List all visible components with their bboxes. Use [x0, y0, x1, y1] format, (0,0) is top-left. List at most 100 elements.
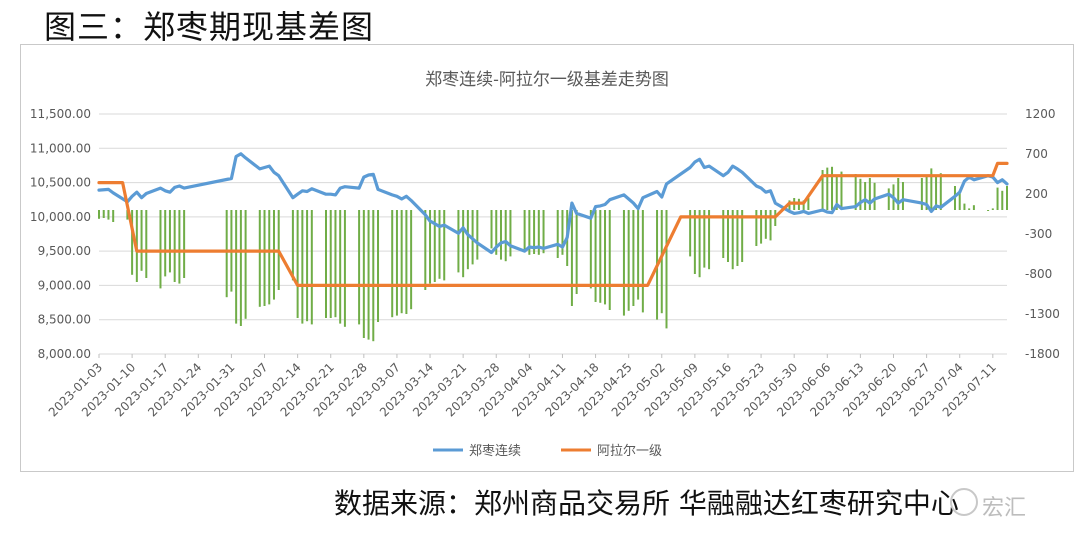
basis-chart: 郑枣连续-阿拉尔一级基差走势图 8,000.00 8,500.00 9,000.00… — [30, 70, 1060, 459]
basis-bar — [395, 210, 398, 316]
basis-bar — [301, 210, 304, 324]
y-right-tick-label: 200 — [1025, 187, 1048, 201]
basis-bar — [239, 210, 242, 326]
basis-bar — [235, 210, 238, 324]
basis-bar — [693, 210, 696, 274]
basis-bar — [570, 210, 573, 306]
basis-bar — [126, 210, 129, 220]
basis-bar — [920, 178, 923, 210]
y-left-tick-label: 10,000.00 — [30, 210, 91, 224]
y-right-tick-label: -1300 — [1025, 307, 1060, 321]
y-axis-left: 8,000.00 8,500.00 9,000.00 9,500.00 10,000.0… — [30, 107, 91, 361]
watermark-label: 宏汇 — [982, 496, 1027, 521]
basis-bar — [703, 210, 706, 268]
basis-bar — [637, 210, 640, 300]
basis-bar — [939, 173, 942, 210]
basis-bar — [991, 208, 994, 210]
basis-bar — [509, 210, 512, 257]
basis-bar — [504, 210, 507, 262]
basis-bar — [736, 210, 739, 266]
basis-bar — [760, 210, 763, 244]
basis-bar — [604, 210, 607, 305]
price-lines — [97, 152, 1009, 287]
basis-bar — [930, 168, 933, 210]
basis-bar — [462, 210, 465, 278]
basis-bar — [164, 210, 167, 277]
basis-bar — [438, 210, 441, 279]
basis-bar — [731, 210, 734, 270]
y-left-tick-label: 8,000.00 — [38, 347, 91, 361]
basis-bar — [864, 182, 867, 210]
basis-bar — [183, 210, 186, 278]
y-left-tick-label: 10,500.00 — [30, 176, 91, 190]
basis-bar — [159, 210, 162, 289]
basis-bar — [1001, 190, 1004, 210]
y-right-tick-label: 700 — [1025, 147, 1048, 161]
basis-bar — [499, 210, 502, 260]
basis-bar — [173, 210, 176, 282]
basis-bar — [897, 178, 900, 210]
basis-bar — [533, 210, 536, 254]
basis-bar — [178, 210, 181, 284]
basis-bar — [987, 210, 990, 211]
y-right-tick-label: -300 — [1025, 227, 1052, 241]
basis-bar — [490, 210, 493, 249]
basis-bar — [807, 198, 810, 210]
basis-bar — [410, 210, 413, 310]
basis-bar — [476, 210, 479, 260]
basis-bar — [873, 182, 876, 210]
basis-bar — [769, 210, 772, 241]
basis-bar — [901, 182, 904, 210]
basis-bar — [98, 210, 100, 219]
basis-bar — [925, 176, 928, 210]
basis-bar — [698, 210, 701, 278]
y-right-tick-label: -1800 — [1025, 347, 1060, 361]
series-line-alaer — [97, 161, 1009, 287]
basis-bar — [589, 210, 592, 289]
basis-bar — [343, 210, 346, 327]
y-right-tick-label: 1200 — [1025, 107, 1056, 121]
basis-bar — [963, 203, 966, 210]
basis-bars — [98, 166, 1008, 342]
y-left-tick-label: 11,500.00 — [30, 107, 91, 121]
basis-bar — [854, 174, 857, 210]
basis-bar — [1006, 186, 1008, 210]
basis-bar — [561, 210, 564, 255]
basis-bar — [608, 210, 611, 310]
basis-bar — [466, 210, 469, 270]
basis-bar — [377, 210, 380, 322]
basis-bar — [968, 208, 971, 210]
basis-bar — [140, 210, 143, 271]
basis-bar — [935, 174, 938, 210]
basis-bar — [622, 210, 625, 316]
basis-bar — [835, 176, 838, 210]
basis-bar — [764, 210, 767, 239]
basis-bar — [102, 210, 105, 218]
basis-bar — [689, 210, 692, 257]
basis-bar — [708, 210, 711, 270]
basis-bar — [443, 210, 446, 281]
y-left-tick-label: 11,000.00 — [30, 141, 91, 155]
y-left-tick-label: 8,500.00 — [38, 313, 91, 327]
basis-bar — [358, 210, 361, 325]
basis-bar — [263, 210, 266, 306]
basis-bar — [996, 187, 999, 210]
basis-bar — [291, 210, 294, 281]
data-source: 数据来源：郑州商品交易所 华融融达红枣研究中心 — [334, 487, 959, 520]
basis-bar — [296, 210, 299, 318]
x-axis: 2023-01-032023-01-102023-01-172023-01-24… — [46, 354, 999, 419]
basis-bar — [310, 210, 313, 325]
basis-bar — [523, 210, 526, 250]
basis-bar — [457, 210, 460, 273]
legend-label: 阿拉尔一级 — [597, 444, 662, 459]
y-axis-right: -1800 -1300 -800 -300 200 700 1200 — [1025, 107, 1060, 361]
basis-bar — [755, 210, 758, 246]
basis-bar — [831, 166, 834, 210]
watermark: 宏汇 — [950, 486, 1040, 522]
basis-bar — [556, 210, 559, 258]
basis-bar — [424, 210, 427, 290]
basis-bar — [575, 210, 578, 294]
basis-bar — [405, 210, 408, 314]
basis-bar — [528, 210, 531, 255]
series-line-zhengzao — [97, 152, 1009, 255]
